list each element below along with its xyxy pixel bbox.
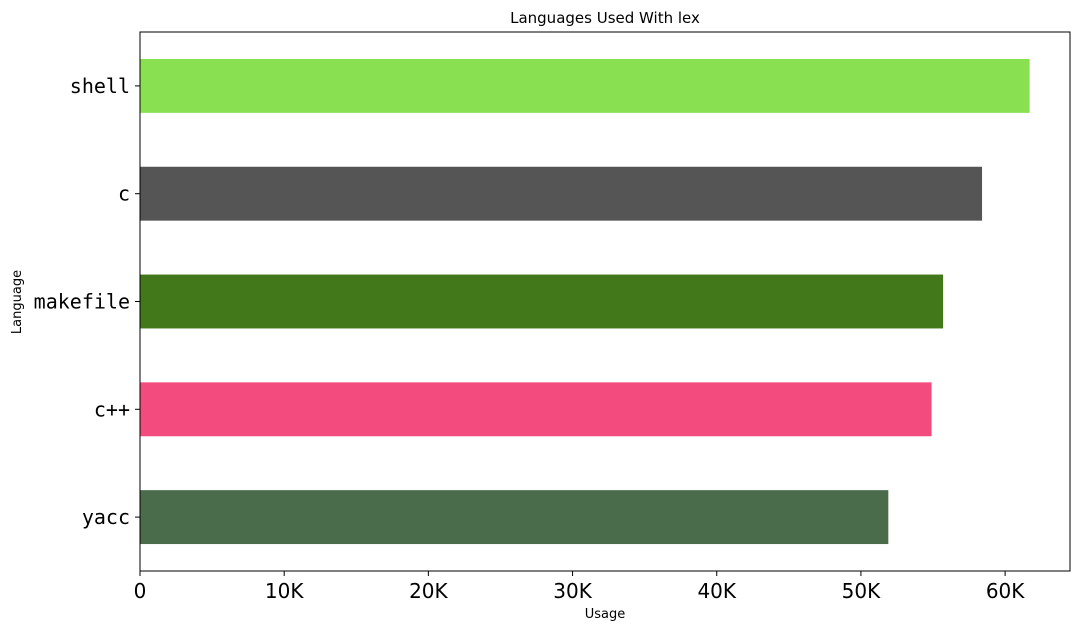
y-tick-label: yacc	[82, 505, 130, 529]
x-tick-label: 30K	[553, 579, 592, 603]
x-tick-label: 0	[134, 579, 147, 603]
bar-c	[140, 166, 983, 221]
bars-group	[140, 58, 1030, 545]
y-tick-label: makefile	[34, 290, 130, 314]
y-tick-label: shell	[70, 74, 130, 98]
x-axis-ticks: 0 10K 20K 30K 40K 50K 60K	[134, 571, 1025, 603]
x-tick-label: 40K	[697, 579, 736, 603]
bar-makefile	[140, 274, 944, 329]
y-tick-label: c	[118, 182, 130, 206]
y-axis-ticks: shell c makefile c++ yacc	[34, 74, 140, 529]
bar-yacc	[140, 490, 889, 545]
x-tick-label: 20K	[409, 579, 448, 603]
bar-c++	[140, 382, 932, 437]
plot-frame	[139, 31, 1071, 572]
bar-shell	[140, 58, 1030, 113]
x-tick-label: 10K	[265, 579, 304, 603]
x-axis-label: Usage	[585, 607, 626, 622]
x-tick-label: 60K	[986, 579, 1025, 603]
x-tick-label: 50K	[842, 579, 881, 603]
y-axis-label: Language	[10, 270, 25, 334]
chart-title: Languages Used With lex	[510, 9, 700, 27]
y-tick-label: c++	[94, 397, 130, 421]
